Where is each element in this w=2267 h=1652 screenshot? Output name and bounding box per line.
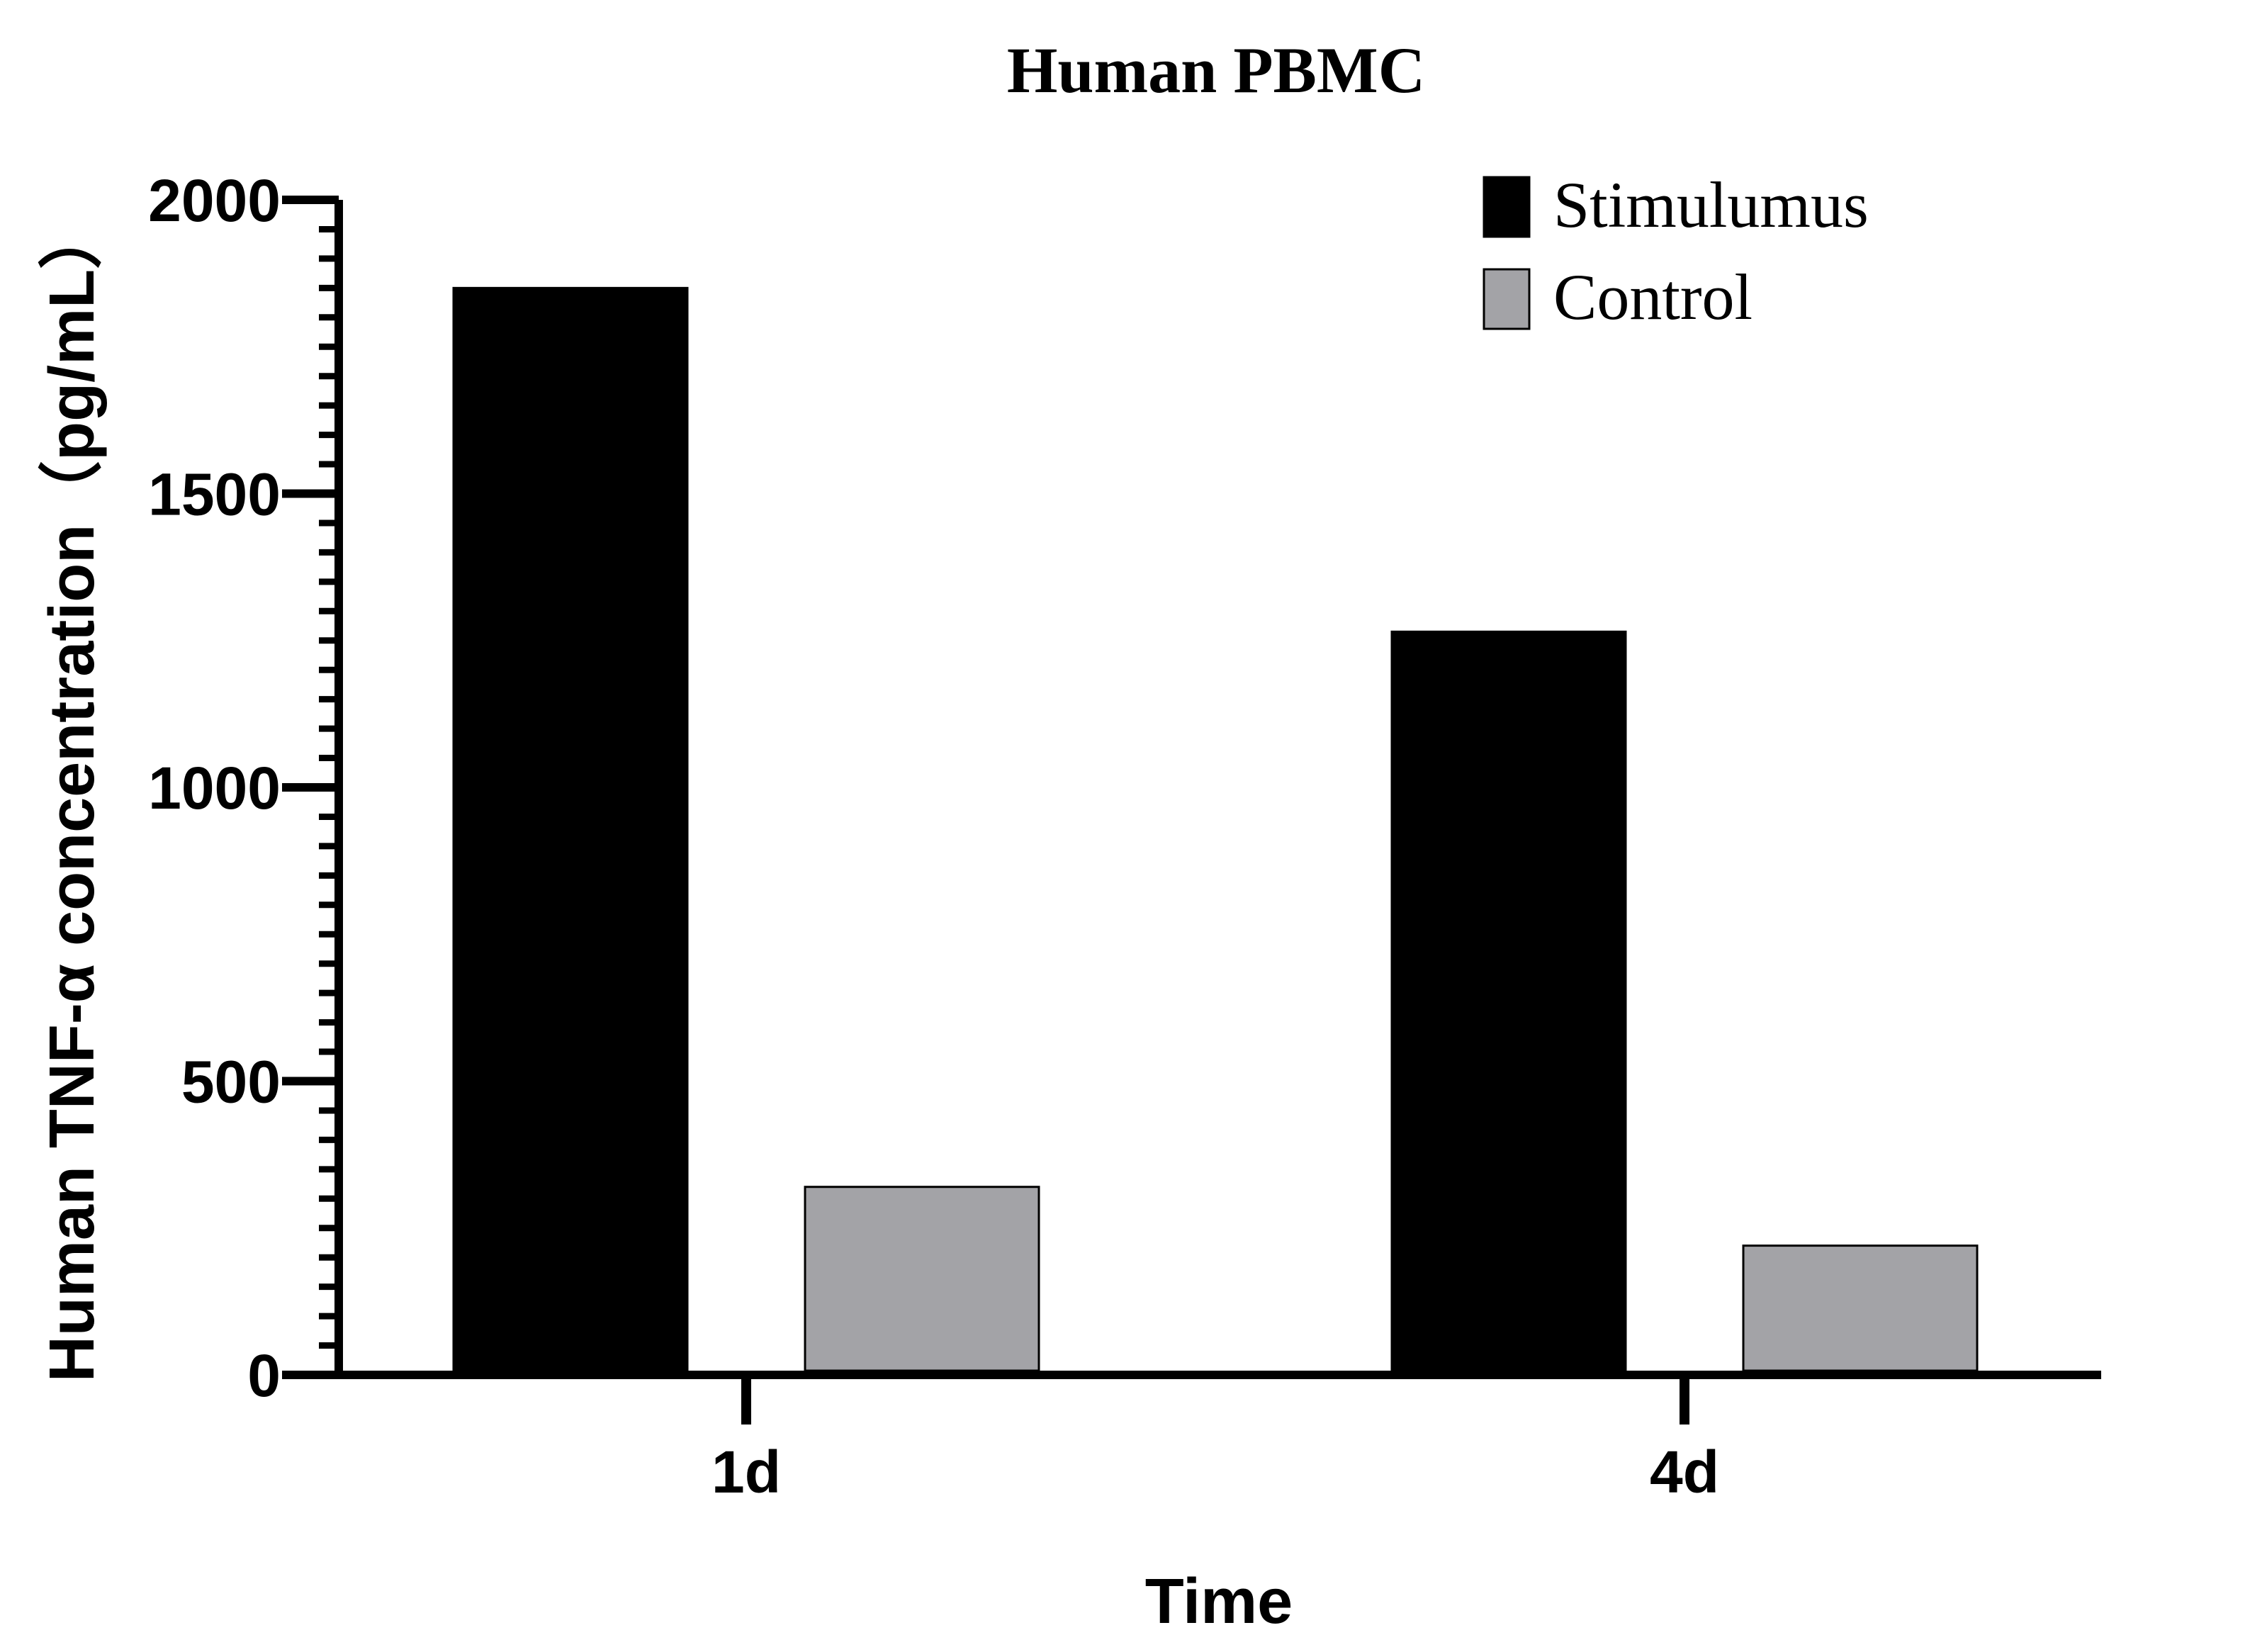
x-axis-label: Time	[1145, 1566, 1293, 1637]
y-tick-label: 1500	[148, 461, 281, 528]
legend-swatch-control	[1483, 268, 1531, 330]
bar-control-1d	[804, 1186, 1040, 1372]
y-tick-label: 2000	[148, 167, 281, 234]
legend-label-control: Control	[1553, 261, 1753, 333]
legend-label-stimulumus: Stimulumus	[1553, 169, 1869, 241]
y-axis: 0 500 1000 1500 2000	[148, 167, 343, 1409]
bar-stimulumus-1d	[452, 286, 689, 1372]
y-tick-label: 1000	[148, 755, 281, 821]
y-tick-label: 500	[181, 1049, 281, 1116]
y-axis-label: Human TNF-α concentration（pg/mL）	[37, 206, 108, 1382]
legend: Stimulumus Control	[1483, 169, 1869, 333]
x-tick-label: 4d	[1650, 1439, 1719, 1505]
bar-control-4d	[1742, 1244, 1979, 1372]
legend-swatch-stimulumus	[1483, 176, 1531, 238]
bars	[452, 286, 1979, 1372]
chart-title: Human PBMC	[1007, 34, 1425, 106]
y-tick-label: 0	[247, 1342, 281, 1409]
x-tick-label: 1d	[711, 1439, 781, 1505]
bar-stimulumus-4d	[1390, 630, 1627, 1372]
x-axis: 1d 4d	[334, 1371, 2101, 1505]
